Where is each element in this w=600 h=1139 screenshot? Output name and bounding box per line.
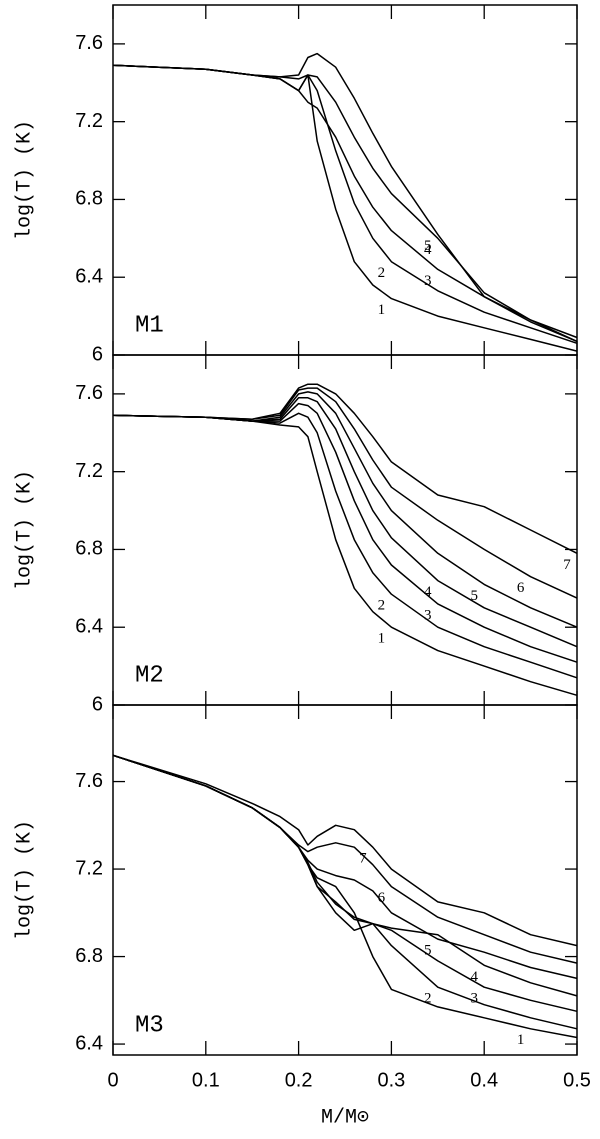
line-series — [112, 383, 578, 554]
x-tick-label: 0.1 — [192, 1069, 220, 1091]
y-tick-label: 7.6 — [75, 382, 103, 404]
y-axis-label: log(T) (K) — [13, 820, 36, 940]
line-series — [112, 754, 578, 1030]
series-label: 1 — [378, 302, 386, 318]
series-label: 3 — [424, 607, 432, 623]
series-label: 5 — [424, 238, 432, 254]
y-tick-label: 6 — [92, 693, 103, 715]
plot-frame — [112, 354, 578, 706]
y-tick-label: 6.4 — [75, 266, 103, 288]
series-label: 5 — [470, 588, 478, 604]
y-tick-label: 6 — [92, 343, 103, 365]
series-label: 4 — [424, 584, 432, 600]
line-series — [112, 52, 578, 343]
series-label: 2 — [424, 991, 432, 1007]
series-label: 7 — [563, 557, 571, 573]
line-series — [112, 754, 578, 980]
line-series — [112, 754, 578, 1039]
plot-frame — [112, 4, 578, 356]
y-axis-label: log(T) (K) — [13, 470, 36, 590]
x-tick-label: 0 — [107, 1069, 118, 1091]
panel-title: M2 — [135, 662, 164, 689]
y-tick-label: 7.2 — [75, 460, 103, 482]
x-tick-label: 0.3 — [377, 1069, 405, 1091]
series-label: 2 — [378, 265, 386, 281]
y-tick-label: 6.4 — [75, 616, 103, 638]
series-label: 7 — [359, 851, 367, 867]
series-label: 1 — [378, 631, 386, 647]
panel-title: M1 — [135, 312, 164, 339]
line-series — [112, 391, 578, 628]
x-tick-label: 0.5 — [563, 1069, 591, 1091]
x-axis-label: M/M⊙ — [321, 1106, 369, 1129]
plot-frame — [112, 704, 578, 1056]
y-tick-label: 6.4 — [75, 1032, 103, 1054]
y-tick-label: 6.8 — [75, 945, 103, 967]
x-tick-label: 0.2 — [285, 1069, 313, 1091]
x-tick-label: 0.4 — [470, 1069, 498, 1091]
series-label: 1 — [517, 1032, 525, 1048]
y-axis-label: log(T) (K) — [13, 120, 36, 240]
series-label: 6 — [517, 580, 525, 596]
series-label: 6 — [378, 890, 386, 906]
line-series — [112, 64, 578, 345]
line-series — [112, 397, 578, 648]
series-label: 2 — [378, 598, 386, 614]
series-label: 4 — [424, 242, 432, 258]
y-tick-label: 7.6 — [75, 770, 103, 792]
series-label: 4 — [470, 969, 478, 985]
line-series — [112, 402, 578, 663]
line-series — [112, 414, 578, 697]
line-series — [112, 754, 578, 1013]
y-tick-label: 6.8 — [75, 538, 103, 560]
line-series — [112, 754, 578, 947]
line-series — [112, 412, 578, 679]
y-tick-label: 7.2 — [75, 110, 103, 132]
line-series — [112, 64, 578, 339]
series-label: 5 — [424, 943, 432, 959]
line-series — [112, 754, 578, 964]
y-tick-label: 7.2 — [75, 857, 103, 879]
series-label: 3 — [470, 991, 478, 1007]
line-series — [112, 64, 578, 343]
panel-title: M3 — [135, 1012, 164, 1039]
series-label: 3 — [424, 273, 432, 289]
y-tick-label: 7.6 — [75, 32, 103, 54]
line-series — [112, 387, 578, 599]
y-tick-label: 6.8 — [75, 188, 103, 210]
